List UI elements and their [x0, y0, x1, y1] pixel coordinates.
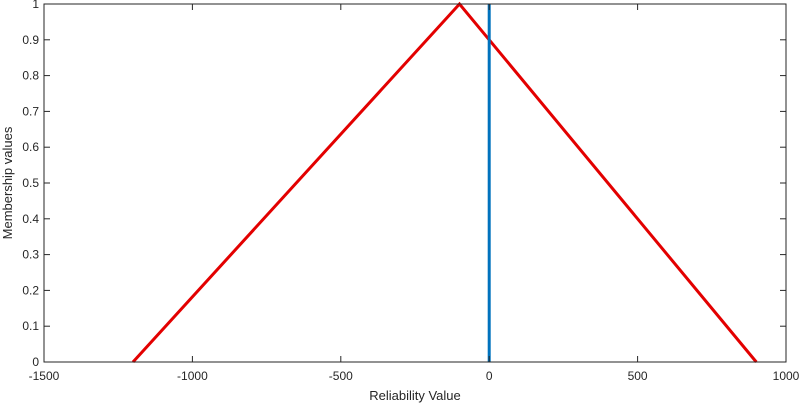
y-tick-label: 0.2: [22, 283, 39, 297]
x-tick-label: -1500: [29, 369, 60, 383]
y-tick-label: 0.7: [22, 104, 39, 118]
y-tick-label: 0.8: [22, 69, 39, 83]
y-tick-label: 0: [32, 355, 39, 369]
y-tick-label: 0.3: [22, 248, 39, 262]
x-axis-label: Reliability Value: [369, 388, 461, 403]
x-tick-label: 1000: [773, 369, 800, 383]
y-ticks: 0 0.1 0.2 0.3 0.4 0.5 0.6 0.7 0.8 0.9 1: [22, 0, 786, 369]
x-tick-label: 0: [486, 369, 493, 383]
y-tick-label: 1: [32, 0, 39, 11]
y-axis-label: Membership values: [0, 126, 15, 239]
x-tick-label: -500: [329, 369, 353, 383]
y-tick-label: 0.5: [22, 176, 39, 190]
y-tick-label: 0.4: [22, 212, 39, 226]
y-tick-label: 0.6: [22, 140, 39, 154]
x-tick-label: 500: [628, 369, 648, 383]
y-tick-label: 0.9: [22, 33, 39, 47]
y-tick-label: 0.1: [22, 319, 39, 333]
x-ticks: -1500 -1000 -500 0 500 1000: [29, 4, 800, 383]
x-tick-label: -1000: [177, 369, 208, 383]
